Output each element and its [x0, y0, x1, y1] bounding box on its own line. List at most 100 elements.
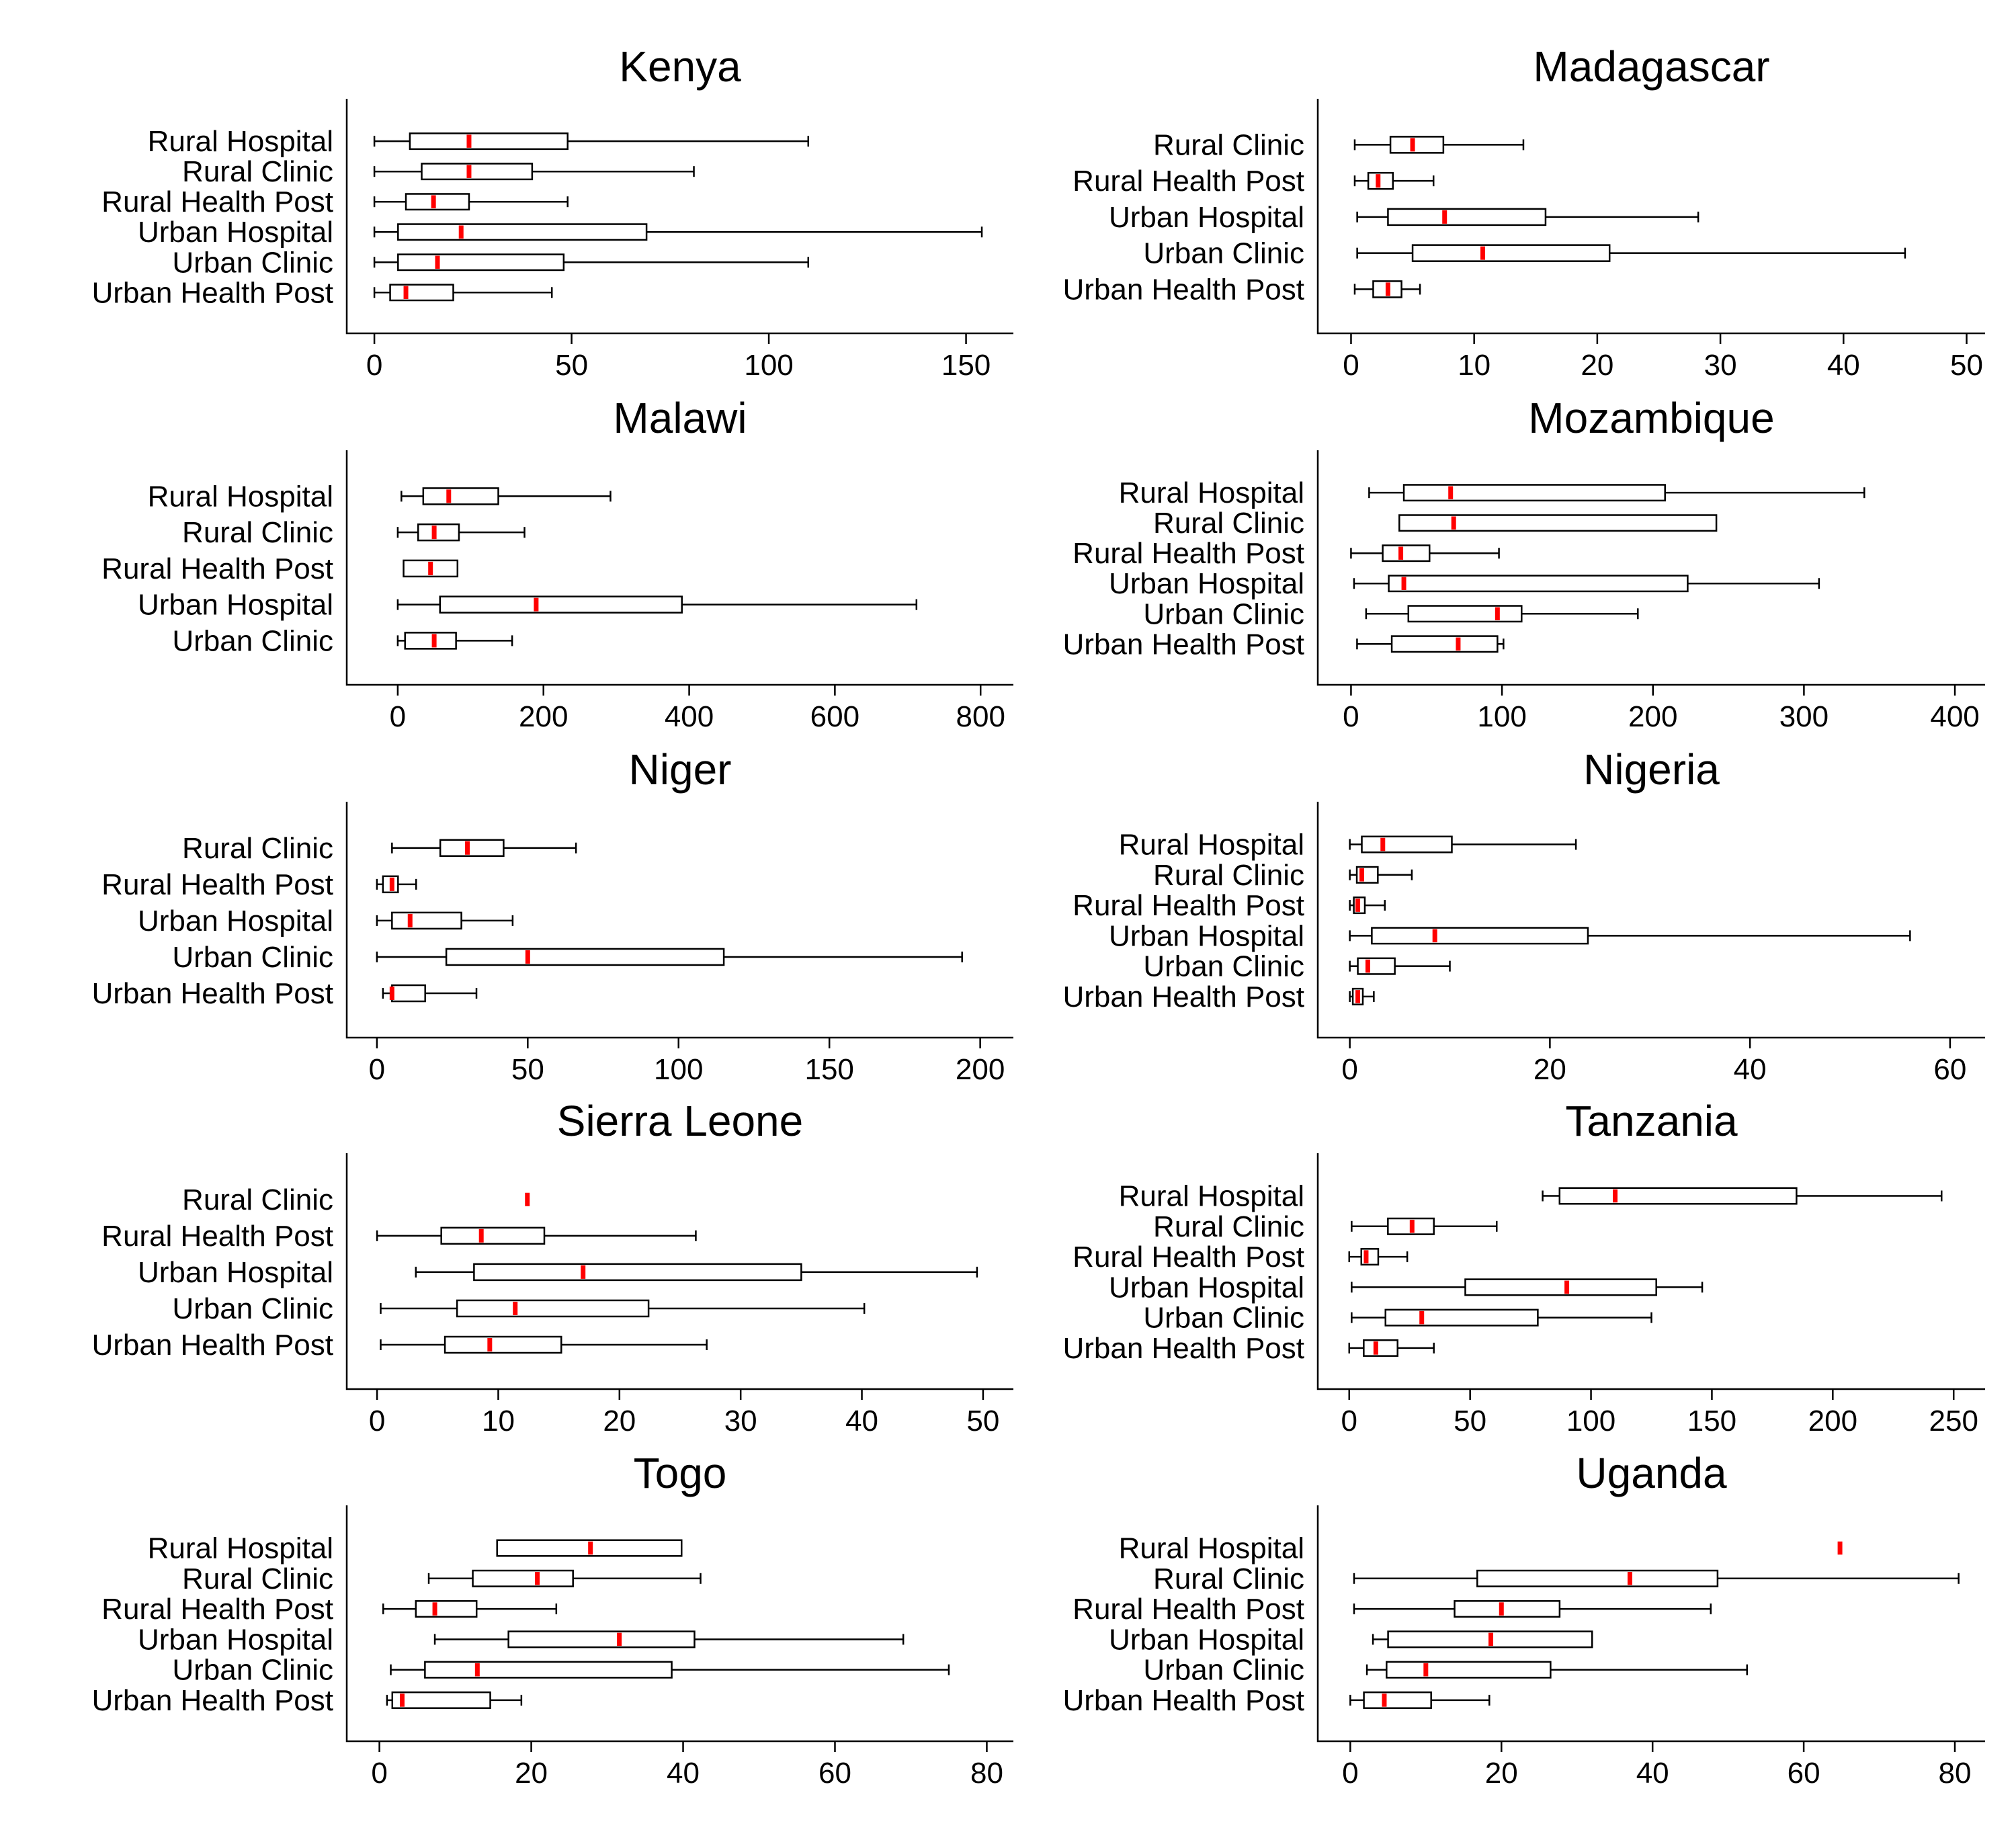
x-tick-label: 60 [1933, 1053, 1966, 1086]
box-rural-clinic: Rural Clinic [1153, 507, 1718, 540]
category-label: Urban Hospital [1109, 1623, 1304, 1656]
iqr-box [1389, 136, 1445, 154]
x-tick-label: 0 [366, 349, 382, 382]
iqr-box [1464, 1278, 1657, 1296]
box-rural-clinic: Rural Clinic [182, 1183, 530, 1216]
iqr-box [409, 132, 569, 151]
category-label: Urban Clinic [172, 941, 333, 974]
iqr-box [456, 1299, 650, 1318]
iqr-box [404, 632, 457, 650]
panel-title: Togo [634, 1449, 727, 1497]
iqr-box [1357, 957, 1396, 975]
axis-lines [345, 450, 1013, 686]
x-tick-label: 100 [744, 349, 793, 382]
category-label: Urban Health Post [1062, 1332, 1304, 1365]
x-tick-label: 200 [1808, 1405, 1857, 1437]
axis-lines [345, 802, 1013, 1039]
category-label: Rural Hospital [148, 1532, 333, 1565]
x-tick-label: 60 [818, 1757, 851, 1790]
x-tick-label: 40 [845, 1405, 878, 1437]
category-label: Urban Clinic [172, 1292, 333, 1325]
x-tick-label: 10 [1458, 349, 1490, 382]
category-label: Rural Hospital [1119, 1532, 1304, 1565]
category-label: Rural Health Post [1073, 889, 1304, 922]
box-urban-hospital: Urban Hospital [138, 1256, 978, 1289]
x-tick-label: 20 [603, 1405, 636, 1437]
axis-lines [1316, 450, 1985, 686]
category-label: Urban Clinic [1143, 950, 1304, 983]
iqr-box [422, 487, 499, 505]
x-tick-label: 800 [956, 700, 1005, 733]
x-tick-label: 0 [1341, 1053, 1357, 1086]
panel-title: Mozambique [1528, 394, 1774, 442]
iqr-box [444, 1335, 562, 1354]
x-tick-label: 0 [369, 1053, 385, 1086]
iqr-box [1402, 484, 1666, 502]
box-urban-health-post: Urban Health Post [91, 1684, 523, 1717]
category-label: Urban Health Post [91, 1329, 333, 1362]
iqr-box [507, 1630, 696, 1649]
box-rural-hospital: Rural Hospital [148, 125, 810, 158]
x-tick-label: 100 [1477, 700, 1526, 733]
x-tick-label: 0 [369, 1405, 385, 1437]
panel-title: Kenya [619, 42, 741, 91]
category-label: Urban Clinic [1143, 237, 1304, 270]
box-rural-hospital: Rural Hospital [1119, 829, 1577, 862]
box-urban-hospital: Urban Hospital [138, 216, 983, 249]
iqr-box [397, 223, 648, 241]
iqr-box [1384, 1308, 1539, 1327]
category-label: Urban Health Post [1062, 273, 1304, 306]
category-label: Rural Hospital [1119, 829, 1304, 862]
box-rural-hospital: Rural Hospital [1119, 1532, 1843, 1565]
box-rural-clinic: Rural Clinic [1153, 1210, 1498, 1243]
panel-title: Nigeria [1583, 745, 1720, 794]
category-label: Urban Health Post [1062, 1684, 1304, 1717]
category-label: Urban Hospital [138, 1256, 333, 1289]
box-rural-clinic: Rural Clinic [182, 155, 695, 188]
box-urban-hospital: Urban Hospital [1109, 919, 1911, 952]
category-label: Rural Health Post [1073, 537, 1304, 570]
x-tick-label: 100 [654, 1053, 703, 1086]
category-label: Rural Clinic [182, 155, 333, 188]
box-rural-health-post: Rural Health Post [1073, 165, 1435, 198]
iqr-box [415, 1600, 478, 1618]
category-label: Rural Clinic [1153, 128, 1304, 161]
axis-lines [345, 1505, 1013, 1743]
box-rural-hospital: Rural Hospital [1119, 476, 1865, 509]
x-tick-label: 0 [1342, 1757, 1358, 1790]
x-tick-label: 10 [482, 1405, 515, 1437]
box-urban-health-post: Urban Health Post [91, 1329, 708, 1362]
x-tick-label: 300 [1779, 700, 1829, 733]
category-label: Rural Clinic [1153, 1562, 1304, 1595]
box-urban-hospital: Urban Hospital [1109, 1623, 1593, 1656]
x-tick-label: 80 [1939, 1757, 1972, 1790]
category-label: Urban Clinic [1143, 597, 1304, 630]
category-label: Urban Clinic [1143, 1302, 1304, 1335]
box-urban-hospital: Urban Hospital [138, 905, 514, 937]
box-rural-health-post: Rural Health Post [101, 1220, 697, 1253]
iqr-box [445, 948, 725, 966]
box-urban-clinic: Urban Clinic [1143, 950, 1451, 983]
box-urban-hospital: Urban Hospital [1109, 567, 1820, 600]
x-tick-label: 0 [1343, 700, 1359, 733]
iqr-box [1398, 514, 1718, 532]
iqr-box [1387, 208, 1547, 226]
x-tick-label: 600 [810, 700, 859, 733]
box-urban-clinic: Urban Clinic [172, 246, 810, 279]
iqr-box [389, 284, 454, 302]
category-label: Rural Health Post [101, 868, 333, 901]
category-label: Urban Hospital [1109, 919, 1304, 952]
box-rural-hospital: Rural Hospital [148, 480, 612, 513]
iqr-box [472, 1569, 574, 1587]
box-urban-hospital: Urban Hospital [1109, 201, 1699, 234]
category-label: Urban Health Post [91, 1684, 333, 1717]
iqr-box [1371, 927, 1589, 945]
x-tick-label: 20 [515, 1757, 548, 1790]
category-label: Urban Health Post [91, 977, 333, 1010]
box-rural-hospital: Rural Hospital [148, 1532, 683, 1565]
iqr-box [1363, 1339, 1398, 1357]
category-label: Rural Clinic [182, 1183, 333, 1216]
x-tick-label: 20 [1581, 349, 1613, 382]
